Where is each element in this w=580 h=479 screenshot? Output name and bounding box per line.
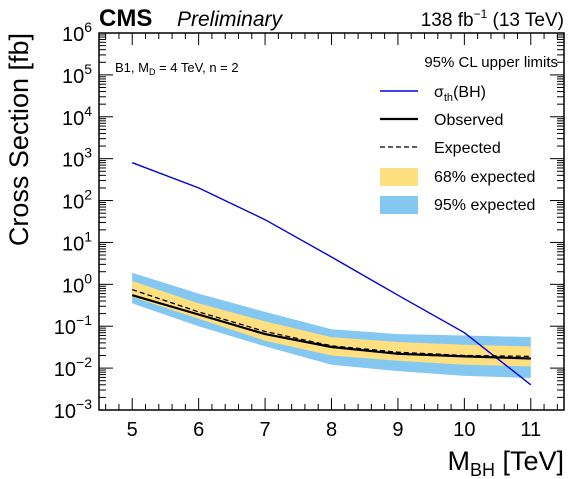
y-tick-base: 10 [62, 275, 84, 297]
legend-band95-swatch [380, 196, 418, 214]
y-tick-label: 106 [62, 19, 92, 46]
legend-theory-label: σth(BH) [434, 84, 486, 104]
y-tick-base: 10 [62, 24, 84, 46]
y-tick-label: 10−3 [54, 396, 92, 423]
y-tick-exponent: 5 [84, 61, 92, 77]
legend-title: 95% CL upper limits [424, 54, 558, 71]
legend-band68-label: 68% expected [434, 169, 535, 186]
cms-label: CMS [99, 5, 152, 32]
legend-band95-label: 95% expected [434, 197, 535, 214]
legend-band68-swatch [380, 168, 418, 186]
x-axis-title: MBH [TeV] [447, 446, 564, 479]
y-tick-label: 10−2 [54, 354, 92, 381]
legend-theory-tail: (BH) [453, 84, 486, 101]
lumi-value: 138 fb [421, 10, 474, 31]
y-tick-exponent: 4 [84, 103, 92, 119]
y-tick-exponent: 0 [84, 270, 92, 286]
lines-layer [131, 162, 532, 386]
y-tick-base: 10 [62, 108, 84, 130]
y-tick-exponent: 6 [84, 19, 92, 35]
y-tick-label: 102 [62, 187, 92, 214]
x-tick-label: 6 [193, 419, 204, 441]
y-tick-label: 103 [62, 145, 92, 172]
legend-theory-main: σ [434, 84, 444, 101]
preliminary-label: Preliminary [177, 8, 284, 31]
y-tick-exponent: −2 [76, 354, 92, 370]
observed-line [131, 294, 531, 360]
x-tick-label: 9 [392, 419, 403, 441]
y-tick-base: 10 [62, 150, 84, 172]
y-tick-base: 10 [62, 233, 84, 255]
expected-line [131, 288, 531, 358]
legend-theory-sub: th [444, 92, 453, 104]
y-tick-label: 100 [62, 270, 92, 297]
legend: 95% CL upper limits σth(BH) Observed Exp… [380, 54, 558, 214]
x-axis-title-sub: BH [470, 460, 495, 479]
tick-labels-layer: 5 6 7 8 9 10 1110−310−210−11001011021031041051… [54, 19, 541, 441]
model-label: B1, MD = 4 TeV, n = 2 [115, 60, 239, 77]
y-tick-base: 10 [62, 66, 84, 88]
model-prefix: B1, M [115, 60, 149, 75]
y-tick-base: 10 [54, 401, 76, 423]
x-tick-label: 5 [127, 419, 138, 441]
x-tick-label: 7 [260, 419, 271, 441]
legend-expected-label: Expected [434, 140, 501, 157]
luminosity-label: 138 fb−1 (13 TeV) [421, 7, 564, 31]
y-tick-label: 101 [62, 228, 92, 255]
y-tick-label: 10−1 [54, 312, 92, 339]
band-68-expected [132, 281, 531, 367]
y-tick-exponent: 3 [84, 145, 92, 161]
model-sub: D [149, 67, 156, 77]
y-tick-base: 10 [62, 192, 84, 214]
x-axis-title-tail: [TeV] [495, 446, 564, 476]
y-tick-exponent: −3 [76, 396, 92, 412]
y-tick-exponent: 2 [84, 187, 92, 203]
lumi-exponent: −1 [474, 7, 488, 21]
y-tick-base: 10 [54, 317, 76, 339]
x-tick-label: 11 [520, 419, 541, 441]
y-tick-base: 10 [54, 359, 76, 381]
theory-line [131, 162, 532, 386]
y-tick-label: 105 [62, 61, 92, 88]
x-tick-label: 8 [326, 419, 337, 441]
y-tick-exponent: −1 [76, 312, 92, 328]
legend-observed-label: Observed [434, 112, 503, 129]
ticks-layer [99, 32, 564, 411]
x-axis-title-main: M [447, 446, 470, 476]
model-suffix: = 4 TeV, n = 2 [155, 60, 238, 75]
y-tick-label: 104 [62, 103, 92, 130]
energy-value: (13 TeV) [487, 10, 564, 31]
y-axis-title: Cross Section [fb] [4, 33, 34, 246]
x-tick-label: 10 [453, 419, 475, 441]
y-tick-exponent: 1 [84, 228, 92, 244]
bands-layer [132, 272, 531, 378]
